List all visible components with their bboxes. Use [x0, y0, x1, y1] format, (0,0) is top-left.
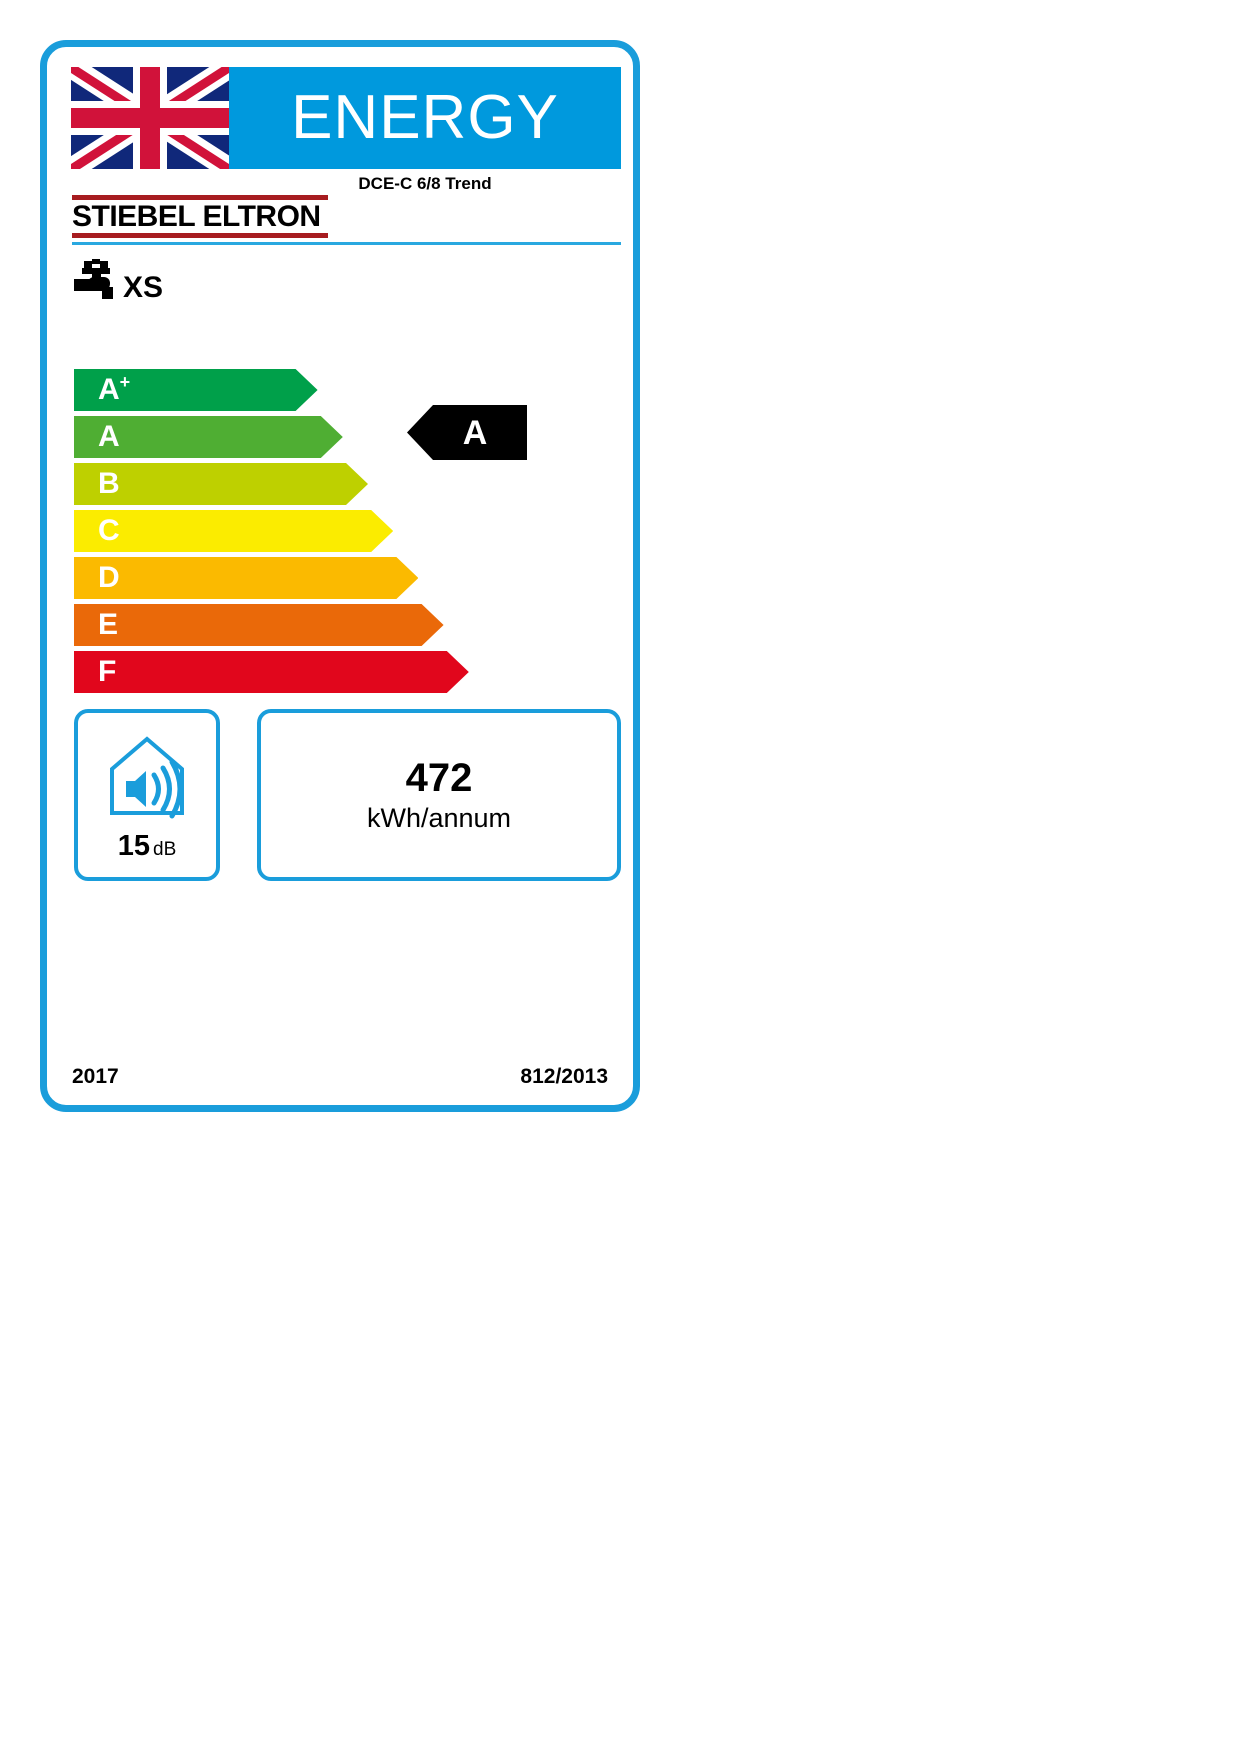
noise-value-line: 15 dB	[78, 830, 216, 863]
brand-block: STIEBEL ELTRON	[72, 195, 328, 239]
energy-banner: ENERGY	[229, 67, 621, 169]
scale-bar: D	[74, 557, 494, 599]
footer-regulation: 812/2013	[520, 1065, 608, 1088]
scale-bar: B	[74, 463, 494, 505]
scale-bar: E	[74, 604, 494, 646]
scale-bar-label: A+	[98, 372, 131, 406]
union-jack-flag-icon	[71, 67, 229, 169]
scale-bar-label: E	[98, 608, 119, 641]
energy-label: ENERGY DCE-C 6/8 Trend STIEBEL ELTRON XS…	[40, 40, 640, 1112]
scale-bar: A	[74, 416, 494, 458]
scale-bar: C	[74, 510, 494, 552]
label-header: ENERGY	[71, 67, 621, 169]
scale-bar-label: D	[98, 561, 120, 594]
brand-rule-bottom	[72, 233, 328, 239]
sound-house-speaker-icon	[110, 736, 184, 819]
rating-class: A	[462, 413, 488, 452]
header-divider	[72, 242, 621, 245]
load-profile: XS	[72, 259, 163, 305]
energy-consumption-box: 472 kWh/annum	[257, 709, 621, 881]
scale-bar: F	[74, 651, 494, 693]
model-name: DCE-C 6/8 Trend	[358, 174, 492, 193]
noise-value: 15	[117, 830, 150, 862]
scale-bar-shape	[74, 557, 418, 599]
tap-icon	[74, 259, 113, 299]
rating-arrow: A	[407, 405, 527, 460]
scale-bar-shape	[74, 651, 469, 693]
energy-consumption-unit: kWh/annum	[366, 802, 512, 833]
footer-year: 2017	[72, 1065, 119, 1088]
scale-bar-label: F	[98, 655, 117, 688]
scale-bar-label: B	[98, 467, 120, 500]
scale-bar: A+	[74, 369, 494, 411]
scale-bar-shape	[74, 369, 318, 411]
scale-bar-shape	[74, 510, 393, 552]
noise-box: 15 dB	[74, 709, 220, 881]
energy-consumption-value: 472	[405, 755, 473, 800]
scale-bar-shape	[74, 416, 343, 458]
scale-bar-label: C	[98, 514, 120, 547]
label-footer: 2017 812/2013	[72, 1065, 608, 1089]
noise-unit: dB	[153, 839, 177, 860]
brand-rule-top	[72, 195, 328, 200]
load-profile-label: XS	[123, 271, 164, 304]
scale-bar-label: A	[98, 420, 120, 453]
scale-bar-shape	[74, 463, 368, 505]
energy-class-scale: A+ A B C D E F	[74, 369, 494, 698]
brand-name: STIEBEL ELTRON	[72, 200, 321, 233]
scale-bar-shape	[74, 604, 444, 646]
energy-banner-title: ENERGY	[291, 83, 559, 152]
